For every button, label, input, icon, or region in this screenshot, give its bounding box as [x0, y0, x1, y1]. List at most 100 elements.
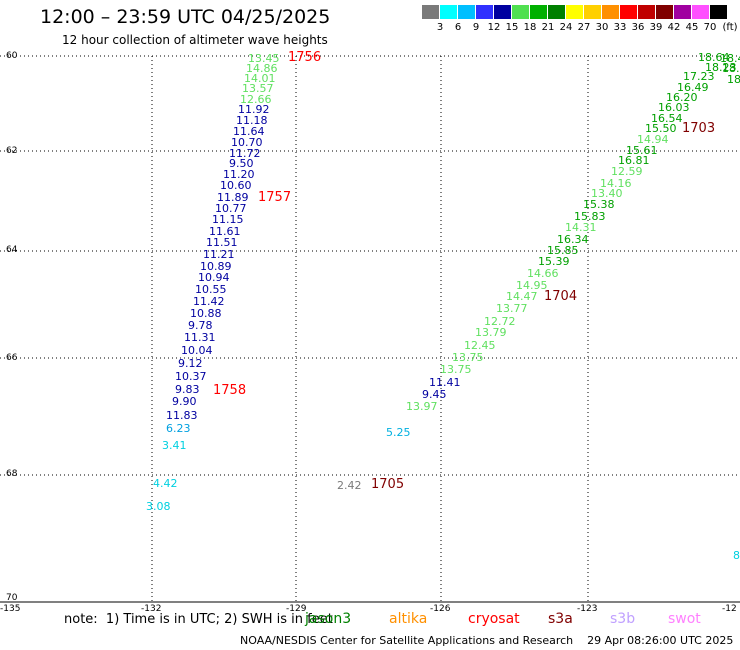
legend-label: 30: [595, 22, 609, 33]
wave-height-value: 13.45: [248, 52, 280, 65]
legend-swatch: [602, 5, 619, 19]
wave-height-value: 3.08: [146, 500, 171, 513]
wave-height-value: 6.23: [166, 422, 191, 435]
legend-swatch: [674, 5, 691, 19]
wave-height-value: 16.49: [677, 81, 709, 94]
wave-height-value: 9.45: [422, 388, 447, 401]
lat-label: 70: [6, 593, 18, 603]
wave-height-value: 15.83: [574, 210, 606, 223]
wave-height-value: 15.85: [547, 244, 579, 257]
wave-height-value: 13.75: [452, 351, 484, 364]
pass-time-label: 1758: [213, 383, 247, 398]
wave-height-value: 16.81: [618, 154, 650, 167]
legend-swatch: [566, 5, 583, 19]
legend-swatch: [656, 5, 673, 19]
lon-label: -129: [286, 604, 307, 614]
legend-label: 15: [505, 22, 519, 33]
legend-label: 33: [613, 22, 627, 33]
legend-swatch: [440, 5, 457, 19]
wave-height-value: 14.66: [527, 267, 559, 280]
legend-swatch: [548, 5, 565, 19]
legend-label: 9: [472, 22, 480, 33]
legend-label: 6: [454, 22, 462, 33]
legend-swatch: [458, 5, 475, 19]
satellite-altika-label: altika: [389, 611, 428, 627]
satellite-cryosat-label: cryosat: [468, 611, 520, 627]
wave-height-value: 11.89: [217, 191, 249, 204]
wave-height-value: 17.23: [683, 70, 715, 83]
wave-height-value: 15.38: [583, 198, 615, 211]
wave-height-value: 11.83: [166, 409, 198, 422]
lon-label: -123: [577, 604, 598, 614]
pass-time-label: 1704: [544, 289, 578, 304]
wave-height-value: 16.34: [557, 233, 589, 246]
satellite-jason3-label: jason3: [305, 611, 352, 627]
wave-height-value: 11.18: [236, 114, 268, 127]
wave-height-value: 9.78: [188, 319, 213, 332]
wave-height-value: 11.51: [206, 236, 238, 249]
wave-height-value: 5.25: [386, 426, 411, 439]
wave-height-value: 11.42: [193, 295, 225, 308]
footer-credit: NOAA/NESDIS Center for Satellite Applica…: [240, 634, 734, 647]
wave-height-value: 13.57: [242, 82, 274, 95]
wave-height-value: 13.97: [406, 400, 438, 413]
wave-height-value: 9.90: [172, 395, 197, 408]
wave-height-value: 11.20: [223, 168, 255, 181]
wave-height-value: 11.72: [229, 147, 261, 160]
wave-height-value: 8: [733, 549, 740, 562]
wave-height-value: 13.40: [591, 187, 623, 200]
wave-height-value: 10.89: [200, 260, 232, 273]
map-subtitle: 12 hour collection of altimeter wave hei…: [62, 33, 328, 47]
wave-height-value: 14.95: [516, 279, 548, 292]
legend-label: 12: [487, 22, 501, 33]
wave-height-value: 11.21: [203, 248, 235, 261]
wave-height-value: 14.01: [244, 72, 276, 85]
wave-height-value: 10.37: [175, 370, 207, 383]
satellite-swot-label: swot: [668, 611, 701, 627]
wave-height-value: 11.92: [238, 103, 270, 116]
legend-label: 3: [436, 22, 444, 33]
wave-height-value: 15.61: [626, 144, 658, 157]
lon-label: -12: [722, 604, 737, 614]
legend-swatch: [512, 5, 529, 19]
pass-time-label: 1756: [288, 50, 322, 65]
wave-height-value: 9.83: [175, 383, 200, 396]
wave-height-value: 11.64: [233, 125, 265, 138]
wave-height-value: 13.79: [475, 326, 507, 339]
legend-swatch: [422, 5, 439, 19]
lat-label: 68: [6, 469, 18, 479]
lon-label: -135: [0, 604, 21, 614]
legend-swatch: [476, 5, 493, 19]
legend-swatch: [494, 5, 511, 19]
legend-swatch: [530, 5, 547, 19]
legend-swatch: [620, 5, 637, 19]
lon-label: -132: [141, 604, 162, 614]
wave-height-value: 12.72: [484, 315, 516, 328]
wave-height-value: 11.31: [184, 331, 216, 344]
wave-height-value: 11.15: [212, 213, 244, 226]
wave-height-value: 18.44: [720, 52, 740, 65]
legend-swatch: [584, 5, 601, 19]
legend-label: 70: [703, 22, 717, 33]
legend-label: 45: [685, 22, 699, 33]
lat-label: 60: [6, 51, 18, 61]
legend-swatch: [638, 5, 655, 19]
pass-time-label: 1757: [258, 190, 292, 205]
wave-height-value: 9.50: [229, 157, 254, 170]
wave-height-value: 12.45: [464, 339, 496, 352]
wave-height-value: 18.64: [698, 51, 730, 64]
wave-height-value: 2.42: [337, 479, 362, 492]
wave-height-value: 11.61: [209, 225, 241, 238]
wave-height-value: 10.77: [215, 202, 247, 215]
lat-label: 62: [6, 146, 18, 156]
lat-label: 66: [6, 353, 18, 363]
wave-height-value: 11.41: [429, 376, 461, 389]
pass-time-label: 1703: [682, 121, 716, 136]
legend-label: 18: [523, 22, 537, 33]
wave-height-value: 12.59: [611, 165, 643, 178]
wave-height-value: 16.03: [658, 101, 690, 114]
wave-height-value: 10.94: [198, 271, 230, 284]
lon-label: -126: [430, 604, 451, 614]
wave-height-value: 13.75: [440, 363, 472, 376]
